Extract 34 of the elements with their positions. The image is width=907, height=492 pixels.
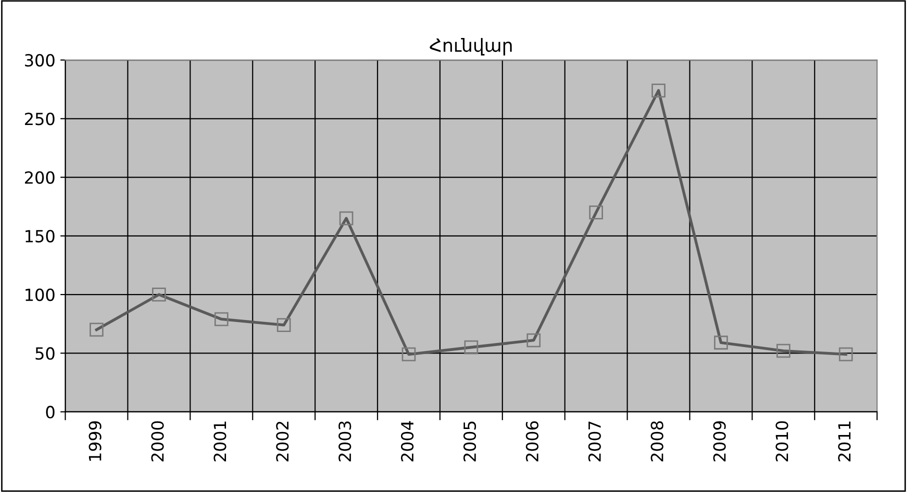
point	[90, 322, 104, 337]
y-tick-label: 250	[24, 112, 54, 126]
point	[526, 333, 541, 348]
point	[276, 318, 291, 332]
x-tick-label: 2011	[838, 422, 851, 462]
x-tick-label: 2000	[151, 421, 164, 462]
point	[339, 211, 354, 226]
point	[464, 340, 478, 354]
y-tick-label: 0	[46, 406, 54, 418]
x-tick-label: 2001	[214, 422, 226, 462]
x-tick-label: 2010	[776, 421, 788, 462]
chart-title: Հունվար	[430, 38, 512, 56]
x-tick-label: 2007	[588, 422, 601, 462]
y-tick-label: 300	[25, 54, 54, 67]
x-tick-label: 2004	[400, 421, 414, 462]
point	[214, 312, 228, 326]
point	[589, 206, 604, 220]
y-tick-label: 150	[26, 230, 54, 242]
point	[838, 347, 853, 362]
y-tick-label: 100	[26, 288, 54, 302]
point	[714, 336, 728, 350]
point	[152, 288, 166, 302]
point	[402, 347, 416, 362]
x-tick-label: 2009	[713, 421, 726, 462]
x-tick-label: 1999	[88, 421, 102, 461]
x-tick-label: 2006	[526, 421, 538, 462]
y-tick-label: 50	[36, 347, 54, 360]
point	[776, 344, 790, 358]
x-tick-label: 2003	[338, 421, 352, 462]
x-tick-label: 2008	[650, 421, 664, 462]
x-tick-label: 2005	[463, 422, 476, 462]
y-tick-label: 200	[24, 171, 54, 184]
point	[652, 84, 666, 98]
x-tick-label: 2002	[276, 422, 289, 462]
